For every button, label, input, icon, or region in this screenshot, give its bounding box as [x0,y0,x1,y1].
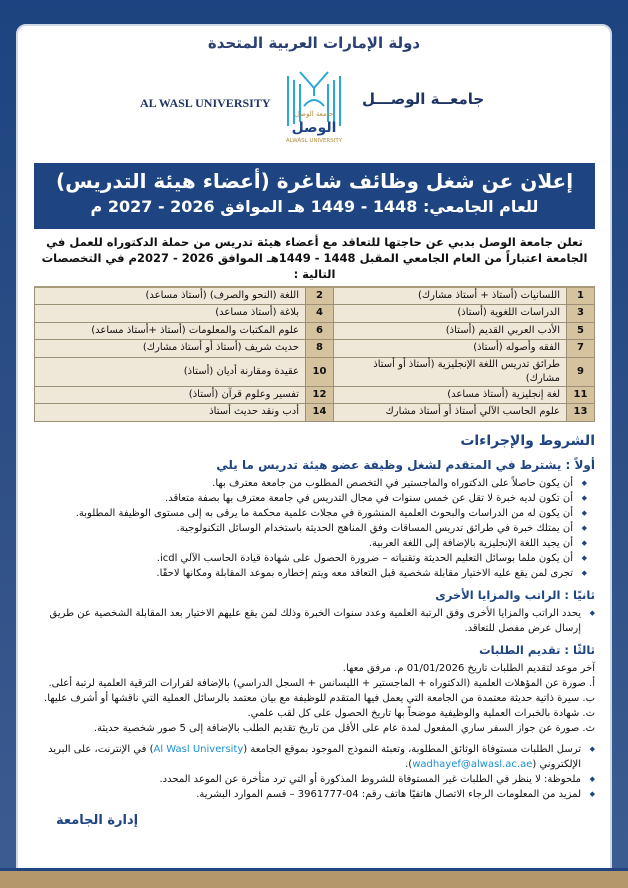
document-item: ت. شهادة بالخبرات العملية والوظيفية موضح… [247,707,595,719]
specialization-cell: الأدب العربي القديم (أستاذ) [333,321,567,340]
table-row: 11 لغة إنجليزية (أستاذ مساعد) 12 تفسير وعلو… [34,385,595,404]
submit-text: ترسل الطلبات مستوفاة الوثائق المطلوبة، و… [243,743,581,755]
specialization-cell: أدب ونقد حديث أستاذ [34,403,306,422]
row-number: 10 [305,356,334,387]
bottom-band [0,868,628,888]
main-content: إعلان عن شغل وظائف شاغرة (أعضاء هيئة الت… [34,163,595,829]
row-number: 14 [305,403,334,422]
row-number: 9 [566,356,595,387]
specialization-cell: حديث شريف (أستاذ أو أستاذ مشارك) [34,339,306,358]
specialization-cell: تفسير وعلوم قرآن (أستاذ) [34,385,306,404]
list-item: يحدد الراتب والمزايا الأخرى وفق الرتبة ا… [34,606,595,636]
logo-text-en: ALWASL UNIVERSITY [286,138,343,144]
documents-block: آخر موعد لتقديم الطلبات تاريخ 01/01/2026… [34,661,595,736]
list-item: أن يكون ملما بوسائل التعليم الحديثة وتقن… [34,551,587,566]
country-name: دولة الإمارات العربية المتحدة [207,34,421,52]
specialization-cell: الفقه وأصوله (أستاذ) [333,339,567,358]
document-item: ب. سيرة ذاتية حديثة معتمدة من الجامعة ال… [44,692,595,704]
specialization-cell: بلاغة (أستاذ مساعد) [34,304,306,323]
table-row: 5 الأدب العربي القديم (أستاذ) 6 علوم المكتب… [34,321,595,340]
specialization-cell: لغة إنجليزية (أستاذ مساعد) [333,385,567,404]
specialization-cell: طرائق تدريس اللغة الإنجليزية (أستاذ أو أ… [333,356,567,387]
row-number: 4 [305,304,334,323]
row-number: 3 [566,304,595,323]
list-item: أن تكون لديه خبرة لا تقل عن خمس سنوات في… [34,491,587,506]
table-row: 13 علوم الحاسب الآلي أستاذ أو أستاذ مشارك… [34,403,595,422]
logo-mark: الوصل [292,120,337,136]
row-number: 2 [305,286,334,305]
row-number: 12 [305,385,334,404]
list-item: ترسل الطلبات مستوفاة الوثائق المطلوبة، و… [34,742,595,772]
row-number: 8 [305,339,334,358]
logo-row: AL WASL UNIVERSITY جامعة الوصل الوصل ALW… [0,66,628,146]
row-number: 1 [566,286,595,305]
email-link[interactable]: wadhayef@alwasl.ac.ae [412,758,533,770]
list-item: تجرى لمن يقع عليه الاختيار مقابلة شخصية … [34,566,587,581]
list-item: أن يجيد اللغة الإنجليزية بالإضافة إلى ال… [34,536,587,551]
list-item: ملحوظة: لا ينظر في الطلبات غير المستوفاة… [34,772,595,787]
table-row: 3 الدراسات اللغوية (أستاذ) 4 بلاغة (أستاذ م… [34,304,595,323]
table-row: 1 اللسانيات (أستاذ + أستاذ مشارك) 2 اللغة (… [34,286,595,305]
university-logo: جامعة الوصل الوصل ALWASL UNIVERSITY [286,71,343,144]
row-number: 6 [305,321,334,340]
submit-text: ). [405,758,413,770]
specializations-table: 1 اللسانيات (أستاذ + أستاذ مشارك) 2 اللغة (… [34,286,595,422]
announcement-title: إعلان عن شغل وظائف شاغرة (أعضاء هيئة الت… [34,163,595,229]
list-item: أن يمتلك خبرة في طرائق تدريس المساقات وف… [34,521,587,536]
table-row: 9 طرائق تدريس اللغة الإنجليزية (أستاذ أو … [34,356,595,387]
university-name-ar: جامعــة الوصـــل [362,90,485,108]
requirements-list: أن يكون حاصلاً على الدكتوراه والماجستير … [34,476,595,581]
title-line-1: إعلان عن شغل وظائف شاغرة (أعضاء هيئة الت… [55,169,574,193]
specialization-cell: الدراسات اللغوية (أستاذ) [333,304,567,323]
row-number: 7 [566,339,595,358]
university-name-en: AL WASL UNIVERSITY [140,96,271,110]
salary-list: يحدد الراتب والمزايا الأخرى وفق الرتبة ا… [34,606,595,636]
third-section-heading: ثالثًا : تقديم الطلبات [479,642,595,657]
list-item: لمزيد من المعلومات الرجاء الاتصال هاتفيً… [34,787,595,802]
list-item: أن يكون له من الدراسات والبحوث العلمية ا… [34,506,587,521]
table-row: 7 الفقه وأصوله (أستاذ) 8 حديث شريف (أستاذ أ… [34,339,595,358]
row-number: 5 [566,321,595,340]
specialization-cell: علوم المكتبات والمعلومات (أستاذ +أستاذ م… [34,321,306,340]
list-item: أن يكون حاصلاً على الدكتوراه والماجستير … [34,476,587,491]
first-section-heading: أولاً : يشترط في المتقدم لشغل وظيفة عضو … [216,457,595,472]
logo-text-ar: جامعة الوصل [295,110,334,118]
deadline-text: آخر موعد لتقديم الطلبات تاريخ 01/01/2026… [342,662,595,674]
second-section-heading: ثانيًا : الراتب والمزايا الأخرى [435,587,595,602]
title-line-2: للعام الجامعي: 1448 - 1449 هـ الموافق 20… [90,197,539,216]
document-item: ث. صورة عن جواز السفر ساري المفعول لمدة … [93,722,595,734]
row-number: 11 [566,385,595,404]
website-link[interactable]: Al Wasl University [153,743,244,755]
submission-list: ترسل الطلبات مستوفاة الوثائق المطلوبة، و… [34,742,595,802]
intro-text: تعلن جامعة الوصل بدبي عن حاجتها للتعاقد … [41,235,588,281]
document-item: أ. صورة عن المؤهلات العلمية (الدكتوراه +… [48,677,595,689]
specialization-cell: اللسانيات (أستاذ + أستاذ مشارك) [333,286,567,305]
signature: إدارة الجامعة [56,812,139,828]
submit-text: ) في الإنترنت، على البريد الإلكتروني ( [48,743,581,770]
specialization-cell: علوم الحاسب الآلي أستاذ أو أستاذ مشارك [333,403,567,422]
specialization-cell: عقيدة ومقارنة أديان (أستاذ) [34,356,306,387]
specialization-cell: اللغة (النحو والصرف) (أستاذ مساعد) [34,286,306,305]
conditions-heading: الشروط والإجراءات [460,432,595,449]
row-number: 13 [566,403,595,422]
